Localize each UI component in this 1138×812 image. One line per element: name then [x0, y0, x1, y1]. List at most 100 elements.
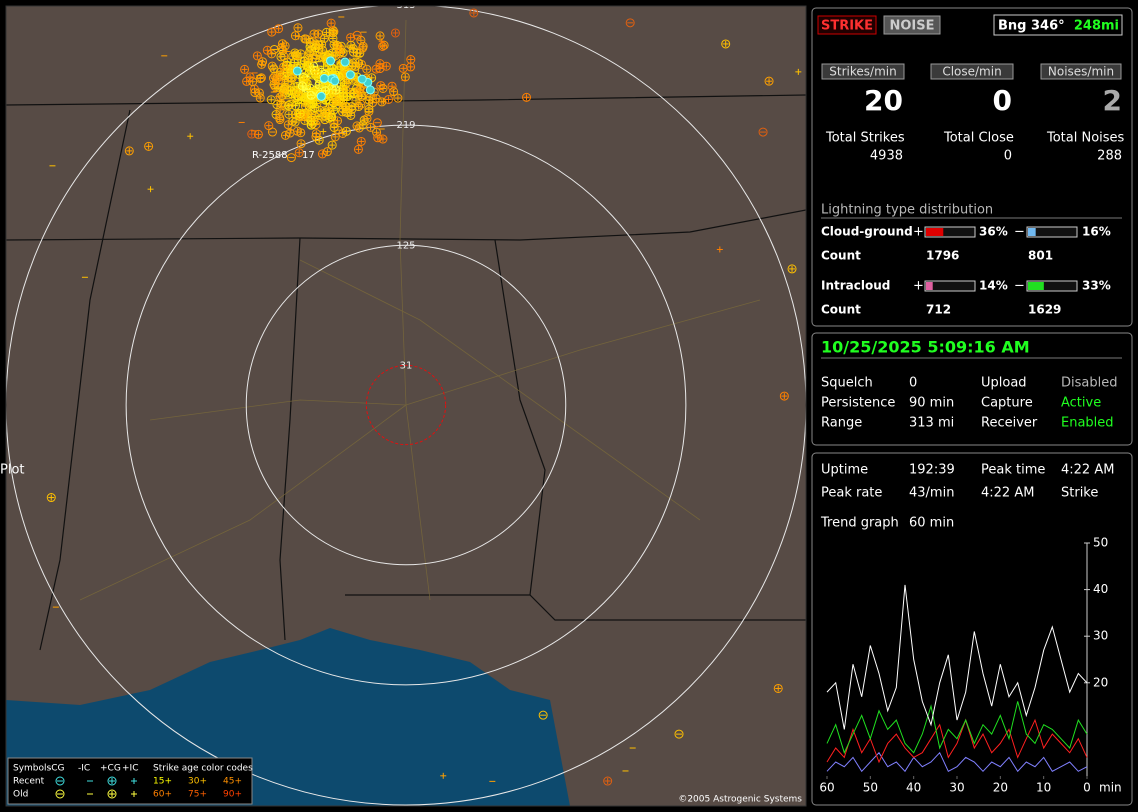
- strike-symbol: [292, 126, 302, 136]
- panel: [811, 7, 1133, 327]
- rate-label: Strikes/min: [829, 65, 896, 79]
- strike-symbol: [262, 45, 272, 55]
- range-ring-label: 31: [400, 360, 413, 371]
- state-borders: [6, 94, 806, 651]
- y-tick-label: 20: [1093, 675, 1108, 689]
- strike-symbol: [674, 729, 684, 739]
- cluster-label: R-2588: [252, 150, 288, 161]
- strike-ring: [305, 46, 315, 56]
- strike-ring: [292, 126, 302, 136]
- noise-button[interactable]: [883, 15, 941, 35]
- legend-age: 45+: [223, 777, 242, 787]
- strike-symbol: [253, 129, 263, 139]
- strike-symbol: [266, 95, 276, 105]
- strike-ring: [389, 87, 399, 97]
- strike-recent: [316, 91, 326, 101]
- copyright: ©2005 Astrogenic Systems: [678, 795, 802, 805]
- strike-symbol: [294, 148, 304, 158]
- strike-button[interactable]: [817, 15, 877, 35]
- strike-ring: [294, 148, 304, 158]
- strike-ring: [338, 104, 348, 114]
- strike-symbol: [522, 92, 532, 102]
- x-unit: min: [1099, 781, 1122, 795]
- strike-symbol: [758, 127, 768, 137]
- count: 801: [1028, 249, 1053, 263]
- strike-symbol: [278, 98, 285, 105]
- strike-symbol: [338, 104, 348, 114]
- strike-symbol: [274, 85, 281, 92]
- strike-symbol: [377, 97, 387, 107]
- noise-button-label[interactable]: NOISE: [889, 19, 934, 34]
- range-ring-label: 313: [396, 0, 415, 11]
- strike-ring: [288, 51, 298, 61]
- strike-symbol: [375, 31, 385, 41]
- legend-header: -IC: [78, 764, 90, 774]
- strike-symbol: [327, 48, 337, 58]
- strike-symbol: [773, 683, 783, 693]
- strike-ring: [331, 97, 341, 107]
- strike-symbol: [283, 76, 293, 86]
- strike-ring: [625, 18, 635, 28]
- strike-ring: [356, 136, 366, 146]
- strike-symbol: [375, 59, 385, 69]
- clock: 10/25/2025 5:09:16 AM: [821, 338, 1030, 357]
- strike-symbol: [300, 101, 310, 111]
- strike-ring: [358, 43, 368, 53]
- legend-age-title: Strike age color codes: [153, 764, 253, 774]
- strike-symbol: [305, 37, 315, 47]
- trend-line: [826, 584, 1088, 730]
- strike-symbol: [275, 92, 285, 102]
- legend-symbol: [131, 778, 137, 784]
- strike-symbol: [268, 127, 278, 137]
- strikes: R-2588 17: [46, 8, 802, 795]
- strike-symbol: [356, 136, 366, 146]
- distance: 248mi: [1074, 19, 1119, 34]
- range-ring: [125, 124, 687, 686]
- strike-ring: [306, 120, 316, 130]
- strike-ring: [330, 132, 340, 142]
- legend-age: 30+: [188, 777, 207, 787]
- stat-text: Strike: [1061, 486, 1098, 501]
- strike-ring: [758, 127, 768, 137]
- strike-ring: [46, 493, 56, 503]
- strike-ring: [354, 58, 364, 68]
- strike-ring: [779, 391, 789, 401]
- total-value: 0: [1004, 149, 1012, 164]
- stat-text: Peak rate: [821, 486, 882, 501]
- percent-bar: [926, 228, 944, 236]
- strike-ring: [253, 129, 263, 139]
- strike-ring: [376, 81, 386, 91]
- range-ring: [365, 364, 447, 446]
- strike-symbol: [381, 61, 391, 71]
- strike-ring: [275, 92, 285, 102]
- range-rings: 31 125 219 313: [6, 0, 806, 806]
- strike-ring: [325, 89, 335, 99]
- legend-row-label: Old: [13, 790, 28, 800]
- rate-label-box: [821, 63, 905, 80]
- strike-symbol: [339, 91, 349, 101]
- strike-ring: [245, 72, 255, 82]
- x-tick-label: 60: [819, 781, 834, 795]
- percent-track: [1026, 226, 1078, 238]
- status-text: Active: [1061, 396, 1101, 411]
- strike-ring: [362, 114, 372, 124]
- strike-ring: [352, 30, 362, 40]
- strike-ring: [285, 99, 295, 109]
- strike-button-label[interactable]: STRIKE: [821, 19, 873, 34]
- rate-label: Noises/min: [1048, 65, 1114, 79]
- total-label: Total Noises: [1046, 131, 1125, 146]
- sign: −: [1014, 225, 1025, 240]
- strike-symbol: [364, 104, 374, 114]
- strike-ring: [764, 76, 774, 86]
- strike-ring: [269, 64, 279, 74]
- count-label: Count: [821, 303, 861, 317]
- strike-symbol: [353, 144, 363, 154]
- strike-ring: [276, 52, 286, 62]
- strike-recent: [345, 70, 355, 80]
- sign: +: [913, 279, 924, 294]
- legend-symbol-ring: [55, 789, 65, 799]
- strike-symbol: [258, 57, 268, 67]
- strike-ring: [293, 88, 303, 98]
- status-text: 0: [909, 376, 917, 391]
- strike-ring: [286, 153, 296, 163]
